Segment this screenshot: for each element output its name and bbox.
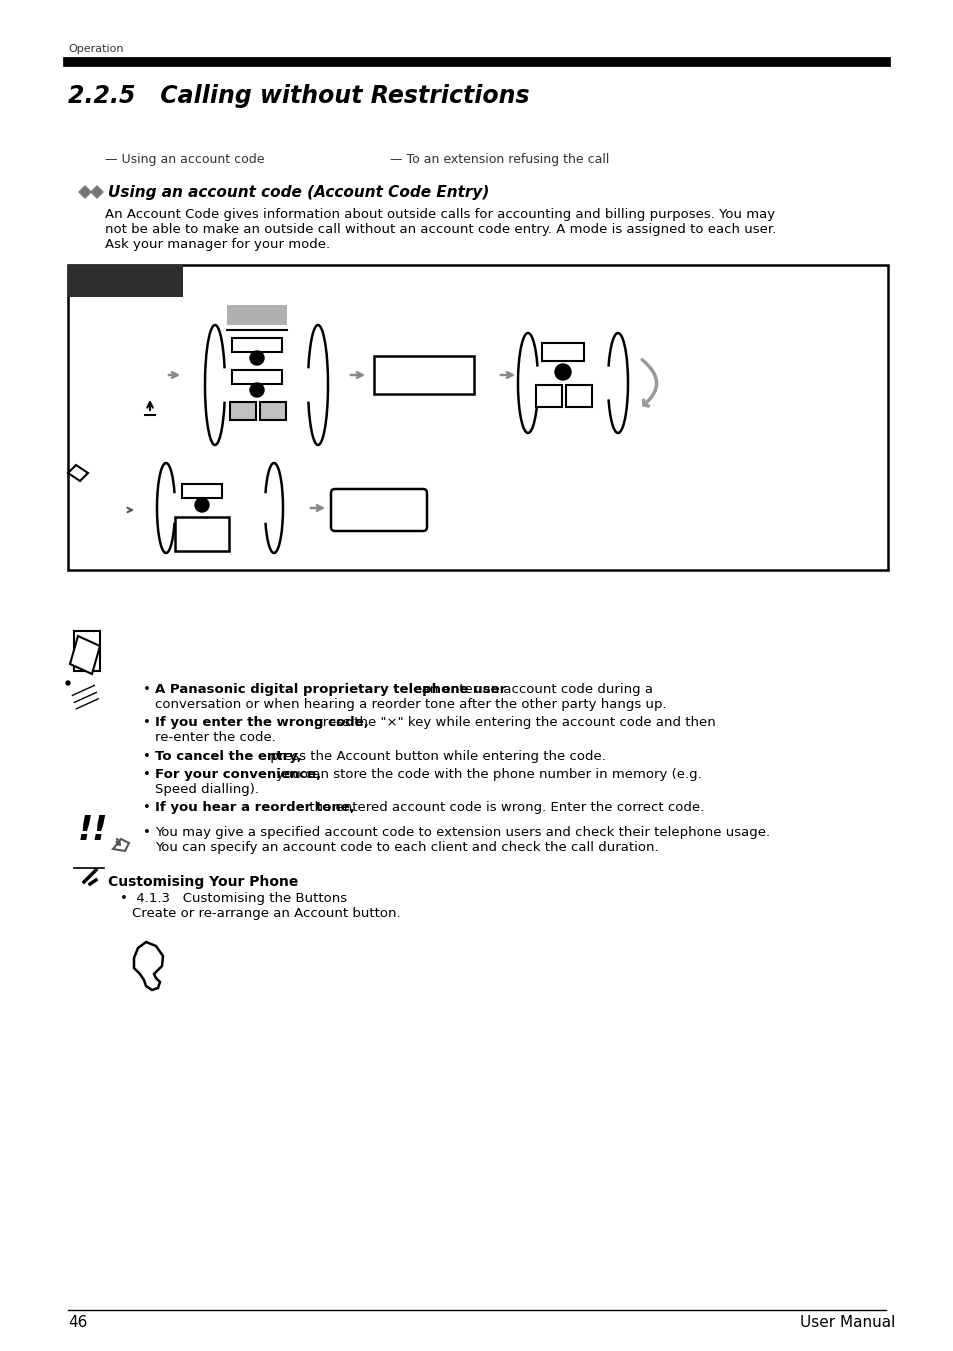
Text: re-enter the code.: re-enter the code. [154, 731, 275, 744]
Text: press the "×" key while entering the account code and then: press the "×" key while entering the acc… [310, 716, 716, 730]
Text: User Manual: User Manual [800, 1315, 895, 1329]
Bar [68, 265, 183, 297]
Text: Create or re-arrange an Account button.: Create or re-arrange an Account button. [132, 907, 400, 920]
Bar [227, 305, 287, 326]
Text: Ask your manager for your mode.: Ask your manager for your mode. [105, 238, 330, 251]
Bar [232, 370, 282, 384]
Bar [230, 403, 255, 420]
Polygon shape [79, 186, 91, 199]
Text: Speed dialling).: Speed dialling). [154, 784, 258, 796]
Text: You can specify an account code to each client and check the call duration.: You can specify an account code to each … [154, 842, 658, 854]
Polygon shape [91, 186, 103, 199]
Bar [374, 357, 474, 394]
Text: •: • [143, 716, 151, 730]
FancyBboxPatch shape [331, 489, 427, 531]
Bar [565, 385, 592, 407]
Bar [174, 517, 229, 551]
Text: •  4.1.3   Customising the Buttons: • 4.1.3 Customising the Buttons [120, 892, 347, 905]
Text: — Using an account code: — Using an account code [105, 153, 264, 166]
Circle shape [250, 351, 264, 365]
Circle shape [66, 681, 70, 685]
Text: For your convenience,: For your convenience, [154, 767, 321, 781]
Text: — To an extension refusing the call: — To an extension refusing the call [390, 153, 609, 166]
Text: •: • [143, 684, 151, 696]
Text: you can store the code with the phone number in memory (e.g.: you can store the code with the phone nu… [272, 767, 700, 781]
Polygon shape [74, 631, 100, 671]
FancyArrowPatch shape [641, 359, 656, 407]
Text: Operation: Operation [68, 45, 123, 54]
Text: •: • [143, 801, 151, 815]
Circle shape [250, 382, 264, 397]
Text: conversation or when hearing a reorder tone after the other party hangs up.: conversation or when hearing a reorder t… [154, 698, 666, 711]
Text: Using an account code (Account Code Entry): Using an account code (Account Code Entr… [108, 185, 489, 200]
Text: •: • [143, 750, 151, 763]
Text: To cancel the entry,: To cancel the entry, [154, 750, 301, 763]
Circle shape [555, 363, 571, 380]
Text: !!: !! [78, 815, 109, 847]
Text: not be able to make an outside call without an account code entry. A mode is ass: not be able to make an outside call with… [105, 223, 776, 236]
Text: 46: 46 [68, 1315, 88, 1329]
Text: An Account Code gives information about outside calls for accounting and billing: An Account Code gives information about … [105, 208, 774, 222]
Text: can enter an account code during a: can enter an account code during a [410, 684, 653, 696]
Text: If you hear a reorder tone,: If you hear a reorder tone, [154, 801, 355, 815]
Bar [541, 343, 583, 361]
Text: •: • [143, 767, 151, 781]
Text: •: • [143, 825, 151, 839]
Text: press the Account button while entering the code.: press the Account button while entering … [266, 750, 605, 763]
Polygon shape [70, 636, 100, 674]
Text: A Panasonic digital proprietary telephone user: A Panasonic digital proprietary telephon… [154, 684, 506, 696]
Bar [232, 338, 282, 353]
Bar [536, 385, 561, 407]
Text: the entered account code is wrong. Enter the correct code.: the entered account code is wrong. Enter… [305, 801, 703, 815]
Text: Customising Your Phone: Customising Your Phone [108, 875, 298, 889]
Bar [68, 265, 887, 570]
Bar [260, 403, 286, 420]
Text: You may give a specified account code to extension users and check their telepho: You may give a specified account code to… [154, 825, 769, 839]
Circle shape [194, 499, 209, 512]
Text: If you enter the wrong code,: If you enter the wrong code, [154, 716, 369, 730]
Bar [182, 484, 222, 499]
Text: 2.2.5   Calling without Restrictions: 2.2.5 Calling without Restrictions [68, 84, 529, 108]
